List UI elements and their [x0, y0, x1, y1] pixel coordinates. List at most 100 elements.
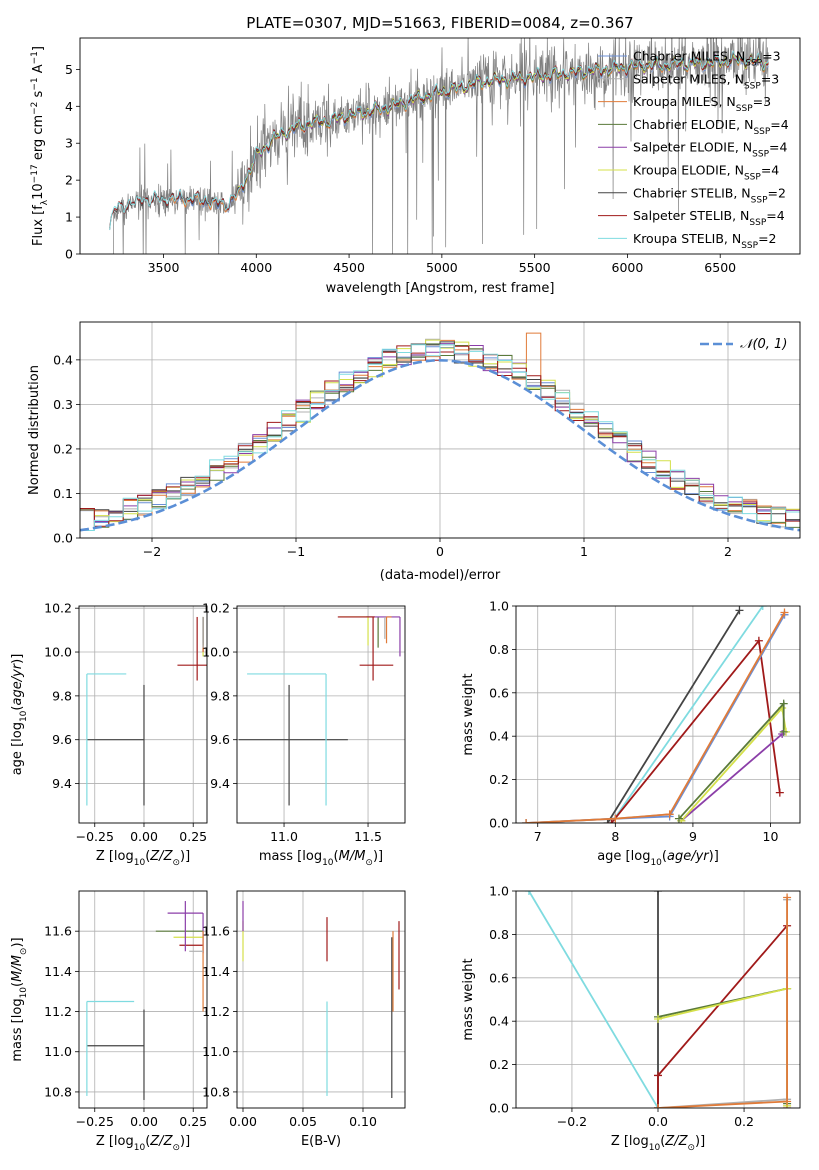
y-tick-label: 11.6 [202, 924, 230, 939]
x-tick-label: 8 [611, 829, 619, 844]
x-tick-label: 6000 [612, 260, 644, 275]
plot-area [80, 322, 800, 538]
series-line [657, 987, 788, 1106]
x-tick-label: 0.00 [130, 829, 158, 844]
y-tick-label: 10.2 [44, 601, 72, 616]
y-tick-label: 0.2 [489, 772, 509, 787]
y-tick-label: 0.6 [489, 970, 509, 985]
x-axis-label: mass [log10(M/M⊙)] [259, 849, 383, 868]
legend-entry-label: Salpeter STELIB, NSSP=4 [633, 208, 785, 228]
legend-entry-label: Salpeter ELODIE, NSSP=4 [633, 140, 788, 160]
normal-distribution-curve [80, 358, 800, 532]
y-axis-label: Normed distribution [27, 365, 42, 495]
series-point [779, 699, 788, 708]
errorbar-kroupa-miles [385, 616, 392, 644]
series-point [775, 788, 784, 797]
series-line [610, 606, 764, 823]
legend-entry-label: Chabrier MILES, NSSP=3 [633, 49, 781, 69]
plot-area [237, 606, 405, 823]
legend-entry-label: Kroupa MILES, NSSP=3 [633, 94, 771, 114]
y-tick-label: 1.0 [489, 884, 509, 899]
legend-entry-label: Chabrier STELIB, NSSP=2 [633, 185, 786, 205]
x-tick-label: 0.00 [229, 1114, 257, 1129]
y-tick-label: 0.8 [489, 927, 509, 942]
y-tick-label: 0.0 [53, 531, 73, 546]
y-tick-label: 10.8 [202, 1084, 230, 1099]
errorbar-salpeter-elodie [366, 616, 401, 657]
y-tick-label: 0.6 [489, 685, 509, 700]
y-tick-label: 11.2 [202, 1004, 230, 1019]
series-salpeter-miles [522, 610, 789, 823]
x-tick-label: 0.00 [130, 1114, 158, 1129]
x-tick-label: 0.25 [179, 1114, 207, 1129]
series-chabrier-miles [522, 610, 789, 823]
series-line [526, 614, 786, 823]
series-kroupa-elodie [654, 984, 792, 1108]
axes-frame [79, 321, 801, 539]
panel-weight-vs-age: 7 8 9 10 0.0 0.2 0.4 0.6 0.8 1.0 [489, 599, 801, 844]
plot-area [516, 891, 800, 1108]
x-tick-label: 1 [580, 544, 588, 559]
series-chabrier-stelib [603, 606, 744, 823]
y-tick-label: 10.8 [44, 1084, 72, 1099]
x-tick-label: 0.0 [648, 1114, 668, 1129]
series-point [611, 814, 620, 823]
panel-residuals: −2 −1 0 1 2 0.0 0.1 0.2 0.3 0.4 [53, 321, 801, 559]
errorbar-salpeter-stelib [359, 616, 394, 681]
series-chabrier-elodie [674, 699, 788, 823]
x-axis-label: Z [log10(Z/Z⊙)] [611, 1134, 705, 1153]
x-tick-label: 2 [724, 544, 732, 559]
plot-area [79, 891, 207, 1108]
x-tick-label: −0.2 [557, 1114, 587, 1129]
x-tick-label: −2 [143, 544, 161, 559]
series-point [758, 606, 767, 610]
x-tick-label: 11.5 [354, 829, 382, 844]
series-point [783, 893, 792, 902]
series-kroupa-stelib [524, 891, 662, 1108]
y-tick-label: 9.4 [210, 776, 230, 791]
axes-frame [515, 890, 801, 1109]
y-tick-label: 11.0 [44, 1044, 72, 1059]
y-tick-label: 0.0 [489, 816, 509, 831]
series-point [654, 1015, 662, 1024]
x-axis-label: Z [log10(Z/Z⊙)] [96, 849, 190, 868]
errorbar-chabrier-stelib [86, 684, 145, 806]
plot-area [516, 606, 800, 823]
series-point [735, 606, 744, 615]
series-line [606, 609, 741, 823]
x-tick-label: 0.2 [734, 1114, 754, 1129]
panel-age-vs-Z: −0.25 0.00 0.25 9.4 9.6 9.8 10.0 10.2 [44, 601, 208, 844]
model-spectrum-kroupa-stelib [109, 50, 769, 231]
series-line [528, 891, 659, 1108]
y-axis-label: age [log10(age/yr)] [10, 654, 29, 776]
y-tick-label: 10.0 [44, 645, 72, 660]
x-tick-label: 0.05 [289, 1114, 317, 1129]
series-point [780, 608, 789, 617]
panel-spectrum: 3500 4000 4500 5000 5500 6000 6500 0 1 2 3 4 5 [65, 37, 801, 275]
x-tick-label: 7 [534, 829, 542, 844]
y-tick-label: 1.0 [489, 599, 509, 614]
y-axis-label: Flux [fλ10−17 erg cm−2 s−1 A−1] [30, 46, 50, 246]
axes-frame [236, 605, 406, 824]
x-tick-label: −0.25 [76, 829, 114, 844]
x-axis-label: (data-model)/error [380, 568, 501, 583]
axes-frame [236, 890, 406, 1109]
errorbar-chabrier-stelib [86, 1009, 145, 1100]
y-tick-label: 1 [65, 210, 73, 225]
series-point [654, 891, 662, 895]
series-point [654, 1104, 662, 1108]
y-tick-label: 0.1 [53, 486, 73, 501]
y-tick-label: 11.4 [202, 964, 230, 979]
legend-entry-label: Chabrier ELODIE, NSSP=4 [633, 117, 789, 137]
errorbar-kroupa-stelib [86, 673, 127, 806]
legend-entry-label: Kroupa ELODIE, NSSP=4 [633, 163, 779, 183]
y-tick-label: 9.8 [210, 688, 230, 703]
y-tick-label: 0.4 [53, 352, 73, 367]
y-tick-label: 9.4 [52, 776, 72, 791]
y-tick-label: 0.2 [53, 441, 73, 456]
y-tick-label: 10.2 [202, 601, 230, 616]
series-point [654, 1071, 662, 1080]
series-kroupa-miles [522, 608, 789, 823]
